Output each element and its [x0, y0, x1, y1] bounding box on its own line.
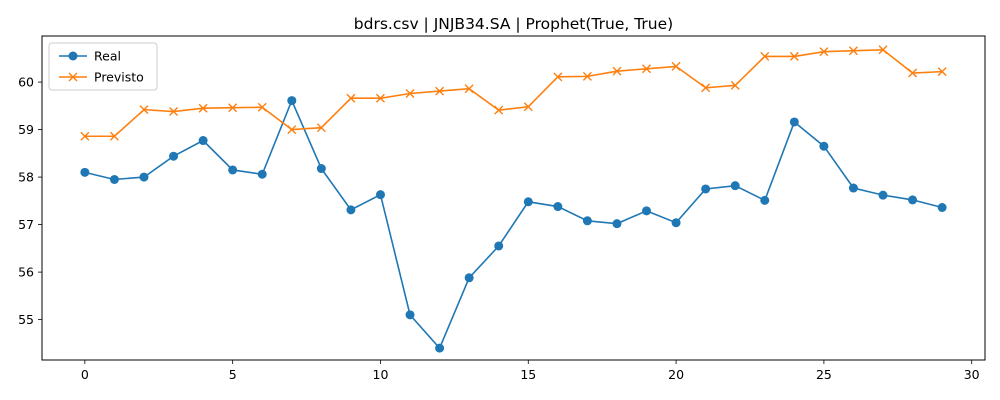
- chart-title: bdrs.csv | JNJB34.SA | Prophet(True, Tru…: [354, 15, 673, 33]
- data-point: [819, 141, 829, 151]
- series-previsto: [80, 45, 947, 141]
- y-axis: 55 56 57 58 59 60: [18, 75, 42, 327]
- legend-label: Real: [94, 49, 121, 64]
- data-point: [316, 164, 326, 174]
- x-tick-label: 15: [520, 367, 536, 382]
- data-point: [582, 71, 592, 81]
- plot-frame: [41, 35, 986, 361]
- data-point: [908, 68, 918, 78]
- data-point: [80, 167, 90, 177]
- series-line-previsto: [84, 48, 943, 138]
- data-point: [346, 205, 356, 215]
- data-point: [730, 80, 740, 90]
- series-layer: [80, 45, 947, 353]
- x-tick-label: 25: [816, 367, 832, 382]
- data-point: [287, 125, 297, 135]
- data-point: [228, 103, 238, 113]
- data-point: [464, 273, 474, 283]
- legend-label: Previsto: [94, 70, 144, 85]
- data-point: [346, 93, 356, 103]
- data-point: [169, 107, 179, 117]
- data-point: [109, 131, 119, 141]
- data-point: [671, 61, 681, 71]
- data-point: [523, 102, 533, 112]
- data-point: [109, 174, 119, 184]
- data-point: [789, 51, 799, 61]
- legend: Real Previsto: [48, 42, 158, 91]
- data-point: [937, 203, 947, 213]
- y-tick-label: 57: [18, 217, 34, 232]
- legend-entry: Previsto: [59, 70, 144, 85]
- y-tick-label: 55: [18, 312, 34, 327]
- data-point: [908, 195, 918, 205]
- data-point: [228, 165, 238, 175]
- data-point: [760, 51, 770, 61]
- x-tick-label: 5: [229, 367, 237, 382]
- data-point: [80, 131, 90, 141]
- data-point: [819, 47, 829, 57]
- legend-marker: [68, 51, 78, 61]
- plot-area: [41, 35, 986, 361]
- data-point: [848, 183, 858, 193]
- data-point: [287, 96, 297, 106]
- data-point: [198, 103, 208, 113]
- x-tick-label: 10: [373, 367, 389, 382]
- data-point: [405, 310, 415, 320]
- data-point: [257, 102, 267, 112]
- data-point: [464, 84, 474, 94]
- x-axis: 0 5 10 15 20 25 30: [81, 360, 980, 382]
- data-point: [139, 172, 149, 182]
- legend-entry: Real: [59, 49, 121, 64]
- data-point: [642, 64, 652, 74]
- data-point: [553, 202, 563, 212]
- data-point: [878, 190, 888, 200]
- data-point: [494, 105, 504, 115]
- data-point: [701, 83, 711, 93]
- data-point: [169, 151, 179, 161]
- data-point: [494, 241, 504, 251]
- data-point: [730, 181, 740, 191]
- y-tick-label: 60: [18, 75, 34, 90]
- x-tick-label: 30: [964, 367, 980, 382]
- y-tick-label: 59: [18, 122, 34, 137]
- data-point: [257, 169, 267, 179]
- series-line-real: [84, 98, 943, 350]
- data-point: [435, 86, 445, 96]
- data-point: [316, 123, 326, 133]
- data-point: [612, 66, 622, 76]
- data-point: [405, 88, 415, 98]
- x-tick-label: 20: [668, 367, 684, 382]
- data-point: [523, 197, 533, 207]
- data-point: [789, 117, 799, 127]
- data-point: [553, 72, 563, 82]
- y-tick-label: 58: [18, 170, 34, 185]
- data-point: [198, 136, 208, 146]
- data-point: [760, 195, 770, 205]
- data-point: [701, 184, 711, 194]
- x-tick-label: 0: [81, 367, 89, 382]
- legend-marker: [68, 72, 78, 82]
- series-real: [80, 96, 947, 353]
- data-point: [671, 218, 681, 228]
- data-point: [139, 105, 149, 115]
- data-point: [582, 216, 592, 226]
- data-point: [642, 206, 652, 216]
- data-point: [612, 219, 622, 229]
- data-point: [375, 93, 385, 103]
- data-point: [848, 46, 858, 56]
- y-tick-label: 56: [18, 265, 34, 280]
- data-point: [435, 343, 445, 353]
- data-point: [375, 190, 385, 200]
- data-point: [937, 67, 947, 77]
- data-point: [878, 45, 888, 55]
